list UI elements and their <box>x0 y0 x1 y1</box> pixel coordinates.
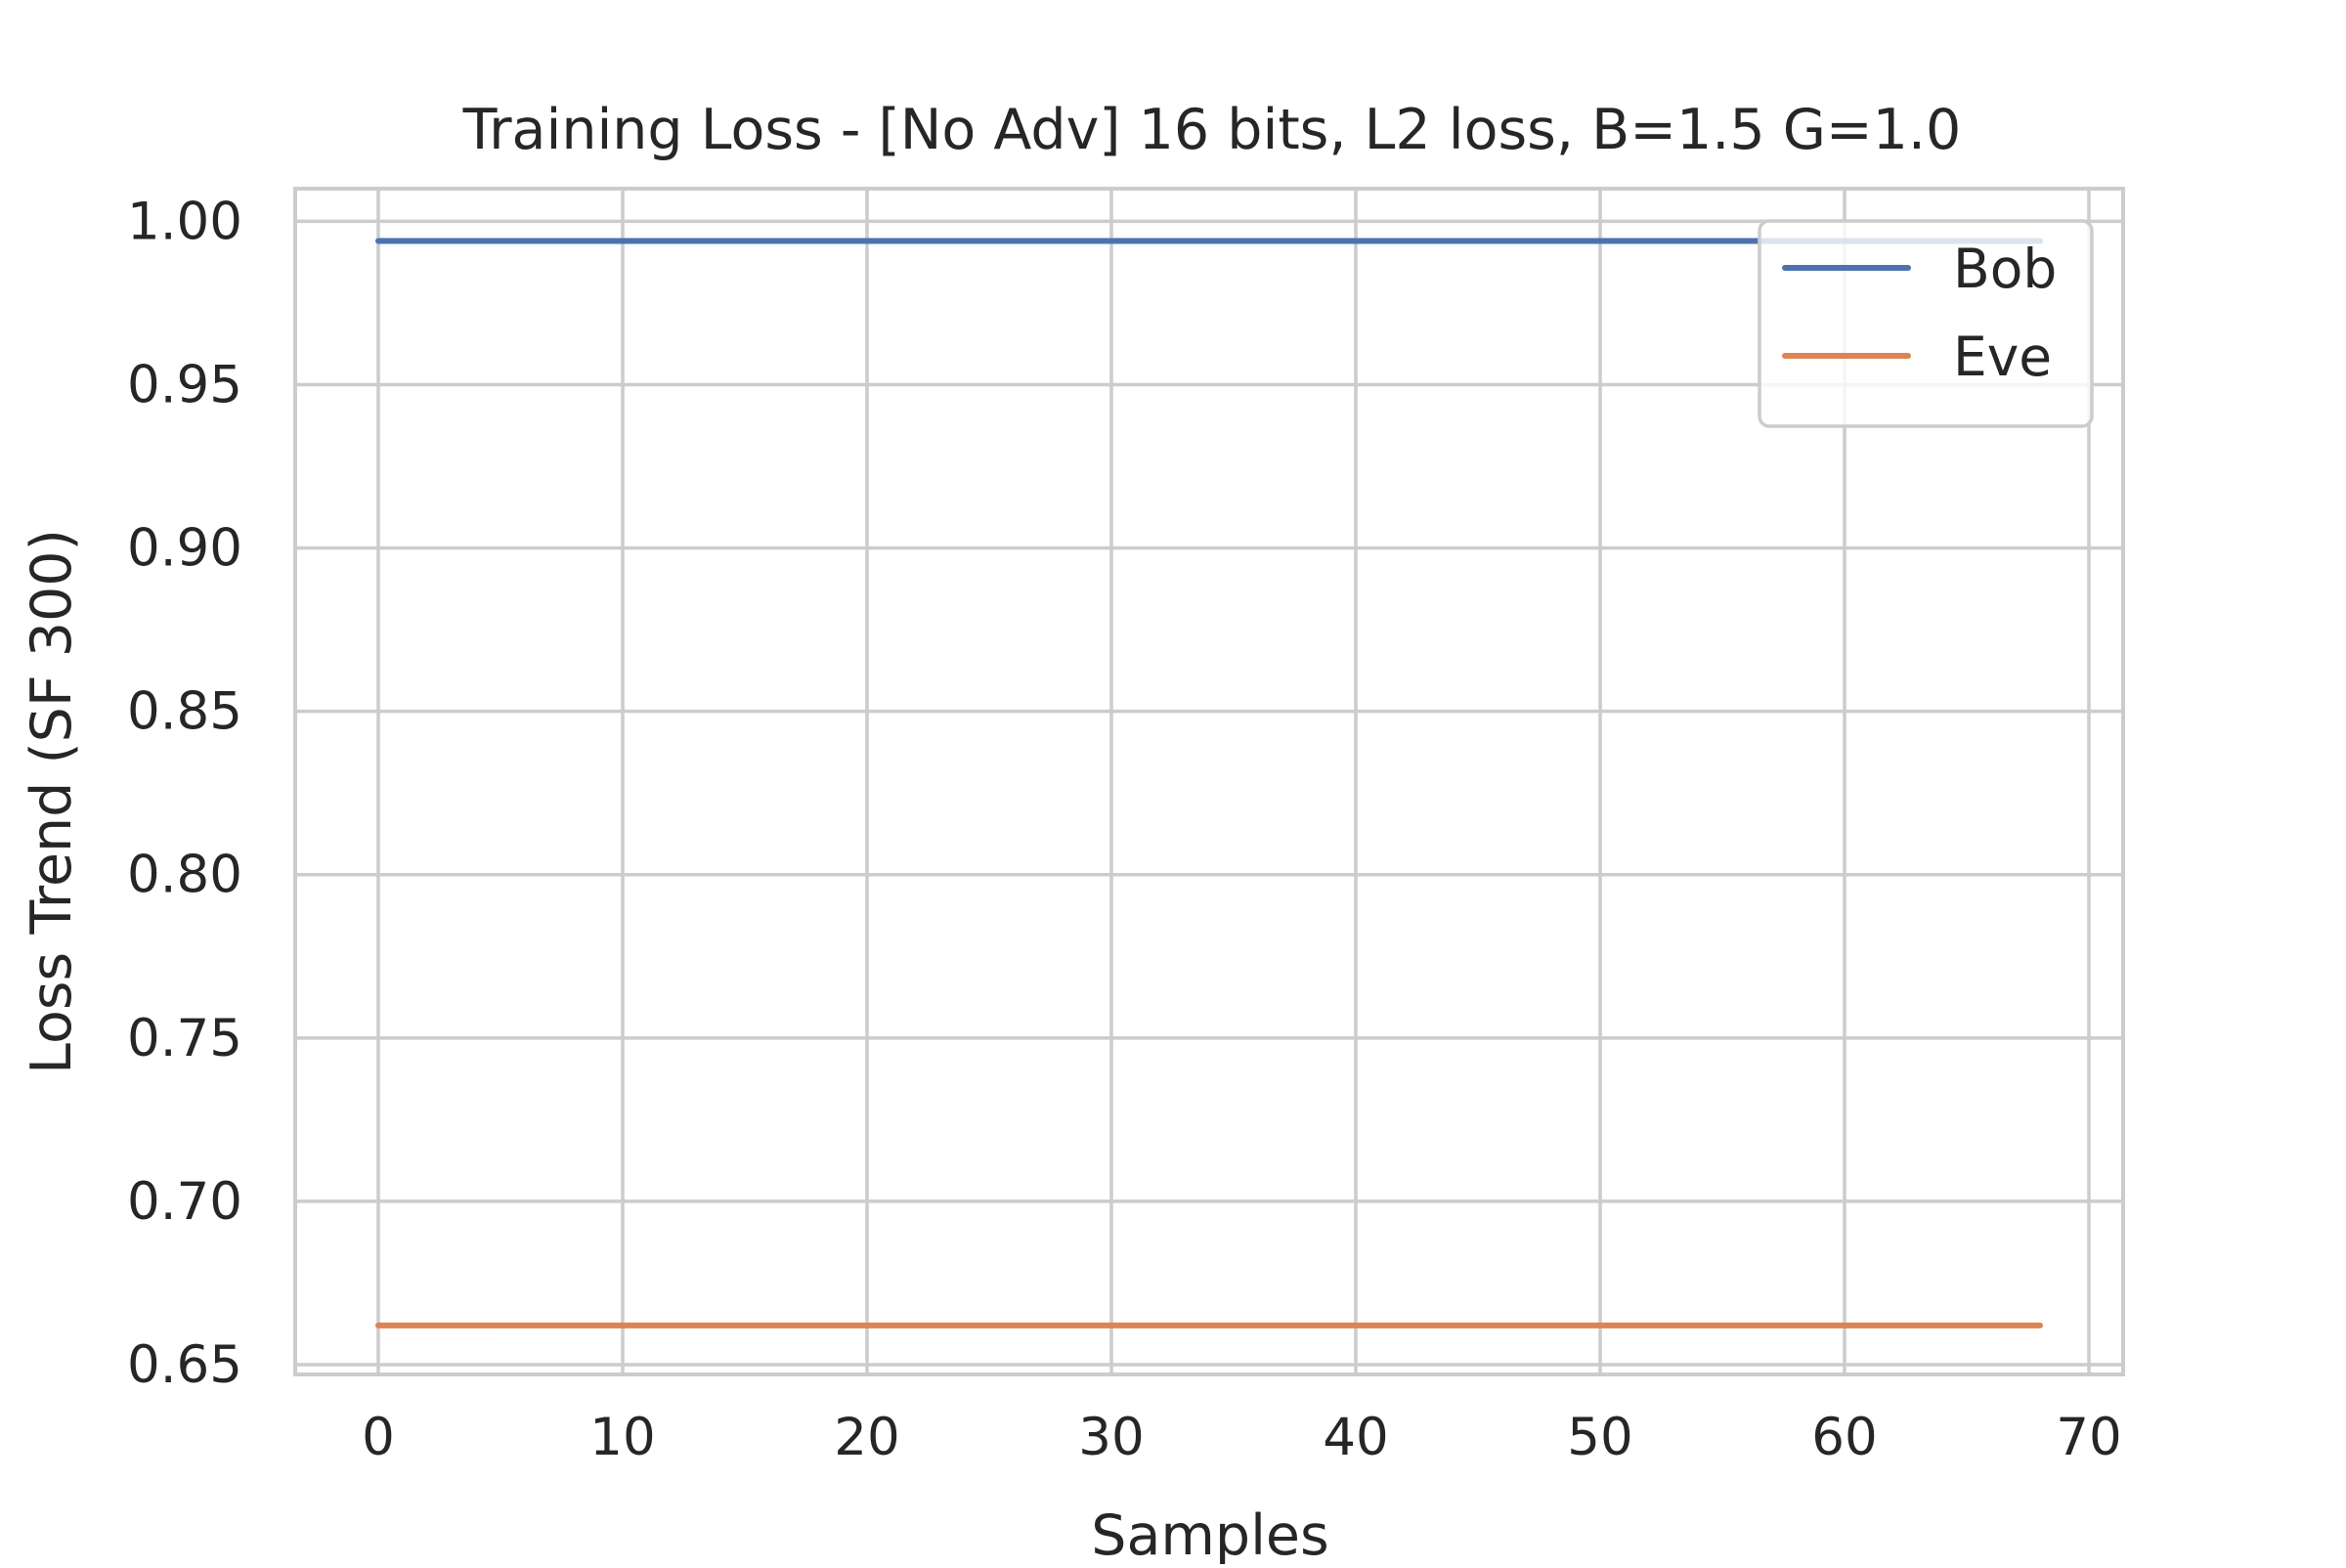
x-tick-label: 40 <box>1323 1408 1388 1467</box>
y-tick-label: 0.80 <box>127 846 242 905</box>
y-tick-label: 0.65 <box>127 1335 242 1395</box>
y-tick-label: 0.70 <box>127 1172 242 1232</box>
chart-title: Training Loss - [No Adv] 16 bits, L2 los… <box>462 98 1962 162</box>
x-tick-label: 60 <box>1811 1408 1877 1467</box>
plot-border <box>293 187 2125 1376</box>
x-tick-label: 10 <box>589 1408 655 1467</box>
plot-frame <box>293 187 2125 1376</box>
x-tick-labels: 0 10 20 30 40 50 60 70 <box>362 1408 2122 1467</box>
x-tick-label: 70 <box>2056 1408 2121 1467</box>
y-tick-label: 0.85 <box>127 682 242 742</box>
x-tick-label: 20 <box>834 1408 899 1467</box>
x-tick-label: 30 <box>1078 1408 1144 1467</box>
legend-label-bob: Bob <box>1953 238 2057 300</box>
x-tick-label: 0 <box>362 1408 395 1467</box>
x-tick-label: 50 <box>1567 1408 1632 1467</box>
y-tick-labels: 0.65 0.70 0.75 0.80 0.85 0.90 0.95 1.00 <box>127 192 242 1395</box>
legend: Bob Eve <box>1758 219 2094 428</box>
y-tick-label: 0.95 <box>127 355 242 414</box>
x-axis-label: Samples <box>1091 1503 1328 1564</box>
y-tick-label: 0.75 <box>127 1009 242 1068</box>
legend-label-eve: Eve <box>1953 326 2052 388</box>
grid <box>295 189 2123 1374</box>
y-tick-label: 1.00 <box>127 192 242 251</box>
legend-box <box>1758 219 2094 428</box>
y-axis-label: Loss Trend (SF 300) <box>20 529 84 1074</box>
y-tick-label: 0.90 <box>127 519 242 579</box>
